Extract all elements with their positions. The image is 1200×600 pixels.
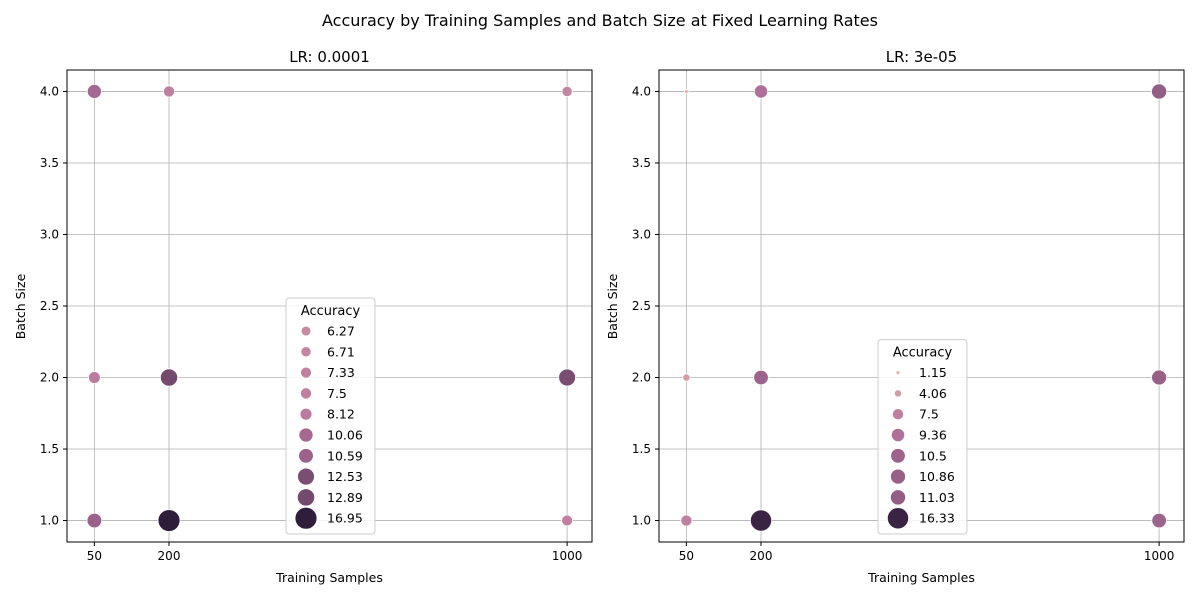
x-tick-label: 50	[679, 549, 694, 563]
data-point	[561, 85, 573, 98]
legend-marker	[297, 467, 315, 486]
y-tick-label: 1.5	[632, 442, 651, 456]
x-tick-label: 1000	[552, 549, 583, 563]
data-point	[86, 83, 102, 99]
legend-marker	[889, 489, 907, 506]
y-tick-label: 1.5	[40, 442, 59, 456]
legend-marker	[890, 427, 906, 443]
legend-marker	[300, 325, 312, 337]
legend-marker	[891, 408, 905, 421]
legend-label: 6.71	[327, 344, 355, 359]
figure-title: Accuracy by Training Samples and Batch S…	[322, 11, 878, 30]
legend-marker	[298, 427, 314, 443]
legend-marker	[890, 468, 906, 485]
legend-label: 12.89	[327, 490, 363, 505]
y-axis-label: Batch Size	[13, 273, 28, 339]
y-tick-label: 1.0	[40, 514, 59, 528]
x-tick-label: 1000	[1144, 549, 1175, 563]
data-point	[682, 373, 691, 382]
x-tick-label: 200	[158, 549, 181, 563]
legend-marker	[296, 488, 316, 507]
data-point	[86, 512, 103, 529]
y-tick-label: 2.0	[40, 371, 59, 385]
y-tick-label: 3.5	[632, 156, 651, 170]
panel-right: LR: 3e-05 Training Samples Batch Size 50…	[605, 48, 1185, 585]
y-tick-label: 1.0	[632, 514, 651, 528]
y-axis-label: Batch Size	[605, 273, 620, 339]
legend-marker	[300, 346, 312, 358]
legend-label: 12.53	[327, 469, 363, 484]
x-tick-label: 200	[750, 549, 773, 563]
legend-marker	[893, 389, 903, 398]
legend-label: 8.12	[327, 407, 355, 422]
data-point	[1151, 512, 1167, 529]
data-point	[159, 368, 179, 387]
data-point	[87, 371, 101, 384]
legend-label: 6.27	[327, 324, 355, 339]
legend-marker	[895, 370, 901, 376]
legend-label: 11.03	[919, 490, 955, 505]
legend-marker	[299, 387, 313, 400]
x-tick-label: 50	[87, 549, 102, 563]
data-point	[753, 84, 769, 99]
legend-label: 16.33	[919, 511, 955, 526]
data-point	[1151, 83, 1168, 100]
y-tick-label: 2.0	[632, 371, 651, 385]
legend-label: 4.06	[919, 386, 947, 401]
legend-label: 10.06	[327, 428, 363, 443]
panel-title: LR: 0.0001	[289, 48, 370, 66]
legend-label: 1.15	[919, 365, 947, 380]
legend-label: 10.86	[919, 469, 955, 484]
panel-left: LR: 0.0001 Training Samples Batch Size 5…	[13, 48, 593, 585]
legend-label: 10.5	[919, 448, 947, 463]
legend-marker	[890, 448, 906, 464]
legend-marker	[299, 407, 313, 421]
data-point	[162, 85, 176, 98]
data-point	[680, 514, 693, 527]
data-point	[753, 369, 769, 386]
legend-label: 9.36	[919, 428, 947, 443]
y-tick-label: 2.5	[632, 299, 651, 313]
legend-label: 16.95	[327, 511, 363, 526]
data-point	[157, 509, 181, 532]
legend-label: 7.5	[327, 386, 347, 401]
y-tick-label: 2.5	[40, 299, 59, 313]
data-point	[558, 368, 577, 387]
legend-marker	[298, 448, 314, 464]
legend-label: 10.59	[327, 448, 363, 463]
y-tick-label: 3.0	[40, 227, 59, 241]
x-axis-label: Training Samples	[867, 570, 975, 585]
legend-marker	[300, 366, 312, 379]
x-axis-label: Training Samples	[275, 570, 383, 585]
y-tick-label: 3.5	[40, 156, 59, 170]
y-tick-label: 4.0	[40, 84, 59, 98]
legend-box	[877, 339, 968, 535]
legend-label: 7.5	[919, 407, 939, 422]
data-point	[749, 509, 773, 532]
legend-title: Accuracy	[893, 346, 953, 361]
panel-title: LR: 3e-05	[886, 48, 957, 66]
data-point	[561, 514, 574, 527]
y-tick-label: 3.0	[632, 227, 651, 241]
legend-label: 7.33	[327, 365, 355, 380]
legend: Accuracy 6.27 6.71 7.33 7.5 8.12 10.06 10.59 12.…	[285, 297, 376, 535]
y-tick-label: 4.0	[632, 84, 651, 98]
legend-marker	[886, 507, 910, 530]
data-point	[1151, 369, 1168, 386]
legend-marker	[294, 506, 318, 530]
legend-title: Accuracy	[301, 304, 361, 319]
legend: Accuracy 1.15 4.06 7.5 9.36 10.5 10.86 11.03 16.…	[877, 339, 968, 535]
data-point	[683, 89, 689, 94]
